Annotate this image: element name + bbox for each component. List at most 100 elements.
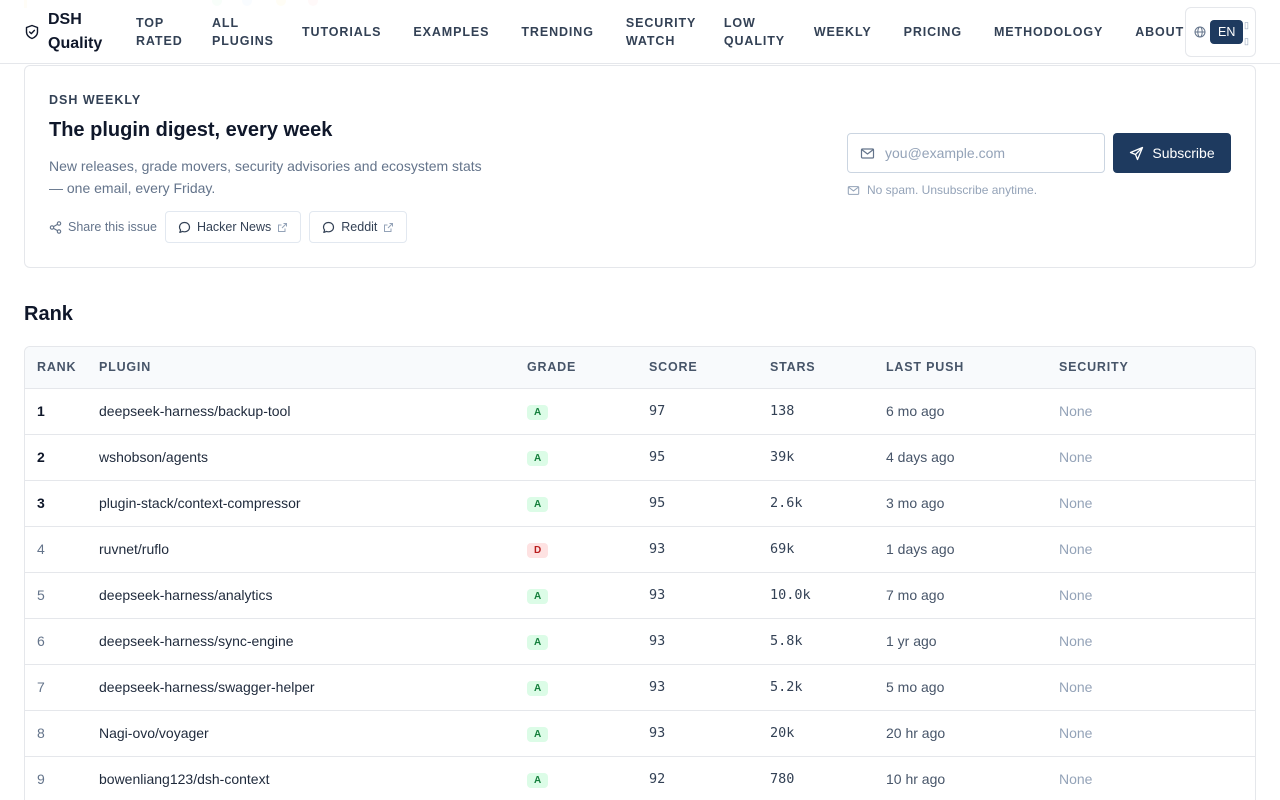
grade-cell: A — [515, 756, 637, 800]
security-cell: None — [1047, 526, 1255, 573]
security-cell: None — [1047, 664, 1255, 711]
subscribe-label: Subscribe — [1152, 145, 1215, 161]
score-cell: 95 — [637, 434, 758, 481]
external-link-icon — [278, 222, 288, 232]
mail-icon — [860, 147, 875, 159]
language-switcher[interactable]: EN ▯ ▯ — [1185, 7, 1256, 57]
plugin-name-cell: deepseek-harness/swagger-helper — [87, 664, 515, 711]
stars-cell: 10.0k — [758, 572, 874, 619]
grade-cell: A — [515, 572, 637, 619]
security-cell: None — [1047, 710, 1255, 757]
plugin-name-cell: deepseek-harness/analytics — [87, 572, 515, 619]
grade-badge: A — [527, 589, 549, 604]
last-push-cell: 7 mo ago — [874, 572, 1047, 619]
language-current[interactable]: EN — [1210, 20, 1244, 44]
column-header-score[interactable]: SCORE — [637, 347, 758, 389]
spam-note: No spam. Unsubscribe anytime. — [847, 183, 1037, 197]
weekly-description: New releases, grade movers, security adv… — [49, 158, 482, 196]
stars-cell: 5.2k — [758, 664, 874, 711]
nav-security-watch[interactable]: SECURITY WATCH — [625, 16, 697, 48]
share-reddit-label: Reddit — [341, 220, 378, 234]
nav-pricing[interactable]: PRICING — [903, 25, 962, 39]
security-cell: None — [1047, 572, 1255, 619]
rank-cell: 8 — [25, 710, 87, 757]
share-label: Share this issue — [49, 220, 157, 234]
stars-cell: 2.6k — [758, 480, 874, 527]
nav-examples[interactable]: EXAMPLES — [413, 25, 490, 39]
grade-cell: A — [515, 388, 637, 435]
nav-trending[interactable]: TRENDING — [521, 25, 594, 39]
nav-all-plugins[interactable]: ALL PLUGINS — [212, 16, 274, 48]
score-cell: 93 — [637, 710, 758, 757]
share-reddit-button[interactable]: Reddit — [309, 211, 408, 243]
plugin-name-cell: bowenliang123/dsh-context — [87, 756, 515, 800]
score-cell: 97 — [637, 388, 758, 435]
send-icon — [1130, 146, 1144, 160]
nav-tutorials[interactable]: TUTORIALS — [302, 25, 382, 39]
subscribe-form: Subscribe — [847, 133, 1231, 173]
rank-cell: 1 — [25, 388, 87, 435]
email-field[interactable] — [847, 133, 1105, 173]
stars-cell: 20k — [758, 710, 874, 757]
rank-table-body: 1 deepseek-harness/backup-tool A 97 138 6 mo … — [25, 388, 1255, 800]
plugin-name-cell: plugin-stack/context-compressor — [87, 480, 515, 527]
grade-badge: A — [527, 405, 549, 420]
column-header-stars[interactable]: STARS — [758, 347, 874, 389]
comment-icon — [178, 221, 191, 233]
last-push-cell: 6 mo ago — [874, 388, 1047, 435]
table-header-row: RANK PLUGIN GRADE SCORE STARS LAST PUSH … — [25, 347, 1255, 389]
column-header-rank[interactable]: RANK — [25, 347, 87, 389]
share-hacker-news-button[interactable]: Hacker News — [164, 211, 302, 243]
table-row[interactable]: 1 deepseek-harness/backup-tool A 97 138 6 mo … — [25, 388, 1255, 435]
nav-about[interactable]: ABOUT — [1135, 25, 1185, 39]
column-header-last-push[interactable]: LAST PUSH — [874, 347, 1047, 389]
column-header-plugin[interactable]: PLUGIN — [87, 347, 515, 389]
rank-section-title: Rank — [24, 303, 73, 325]
table-row[interactable]: 9 bowenliang123/dsh-context A 92 780 10 hr ag… — [25, 756, 1255, 800]
table-row[interactable]: 7 deepseek-harness/swagger-helper A 93 5.2k 5… — [25, 664, 1255, 711]
table-row[interactable]: 5 deepseek-harness/analytics A 93 10.0k 7 mo … — [25, 572, 1255, 619]
nav-weekly[interactable]: WEEKLY — [813, 25, 872, 39]
rank-cell: 5 — [25, 572, 87, 619]
column-header-grade[interactable]: GRADE — [515, 347, 637, 389]
grade-cell: A — [515, 480, 637, 527]
table-row[interactable]: 4 ruvnet/ruflo D 93 69k 1 days ago None — [25, 526, 1255, 573]
nav-low-quality[interactable]: LOW QUALITY — [723, 16, 786, 48]
share-icon — [49, 220, 62, 234]
nav-methodology[interactable]: METHODOLOGY — [993, 25, 1104, 39]
stars-cell: 138 — [758, 388, 874, 435]
spam-note-text: No spam. Unsubscribe anytime. — [867, 183, 1038, 197]
score-cell: 92 — [637, 756, 758, 800]
table-row[interactable]: 2 wshobson/agents A 95 39k 4 days ago None — [25, 434, 1255, 481]
rank-cell: 7 — [25, 664, 87, 711]
brand-logo[interactable]: DSH Quality — [24, 8, 108, 56]
plugin-name-cell: deepseek-harness/backup-tool — [87, 388, 515, 435]
last-push-cell: 20 hr ago — [874, 710, 1047, 757]
column-header-security[interactable]: SECURITY — [1047, 347, 1255, 389]
rank-cell: 2 — [25, 434, 87, 481]
security-cell: None — [1047, 388, 1255, 435]
grade-cell: A — [515, 664, 637, 711]
grade-badge: A — [527, 635, 549, 650]
grade-cell: A — [515, 710, 637, 757]
subscribe-button[interactable]: Subscribe — [1113, 133, 1231, 173]
table-row[interactable]: 3 plugin-stack/context-compressor A 95 2.6k 3… — [25, 480, 1255, 527]
grade-badge: A — [527, 681, 549, 696]
share-label-text: Share this issue — [68, 220, 157, 234]
score-cell: 95 — [637, 480, 758, 527]
external-link-icon — [384, 222, 394, 232]
rank-cell: 3 — [25, 480, 87, 527]
language-chevrons-icon[interactable]: ▯ ▯ — [1244, 20, 1249, 46]
nav-top-rated[interactable]: TOP RATED — [136, 16, 183, 48]
security-cell: None — [1047, 434, 1255, 481]
plugin-name-cell: Nagi-ovo/voyager — [87, 710, 515, 757]
rank-cell: 4 — [25, 526, 87, 573]
stars-cell: 69k — [758, 526, 874, 573]
rank-cell: 6 — [25, 618, 87, 665]
main-nav: TOP RATED ALL PLUGINS TUTORIALS EXAMPLES… — [120, 0, 1200, 64]
table-row[interactable]: 6 deepseek-harness/sync-engine A 93 5.8k 1 yr… — [25, 618, 1255, 665]
grade-cell: A — [515, 618, 637, 665]
stars-cell: 5.8k — [758, 618, 874, 665]
table-row[interactable]: 8 Nagi-ovo/voyager A 93 20k 20 hr ago None — [25, 710, 1255, 757]
email-input[interactable] — [885, 145, 1085, 161]
